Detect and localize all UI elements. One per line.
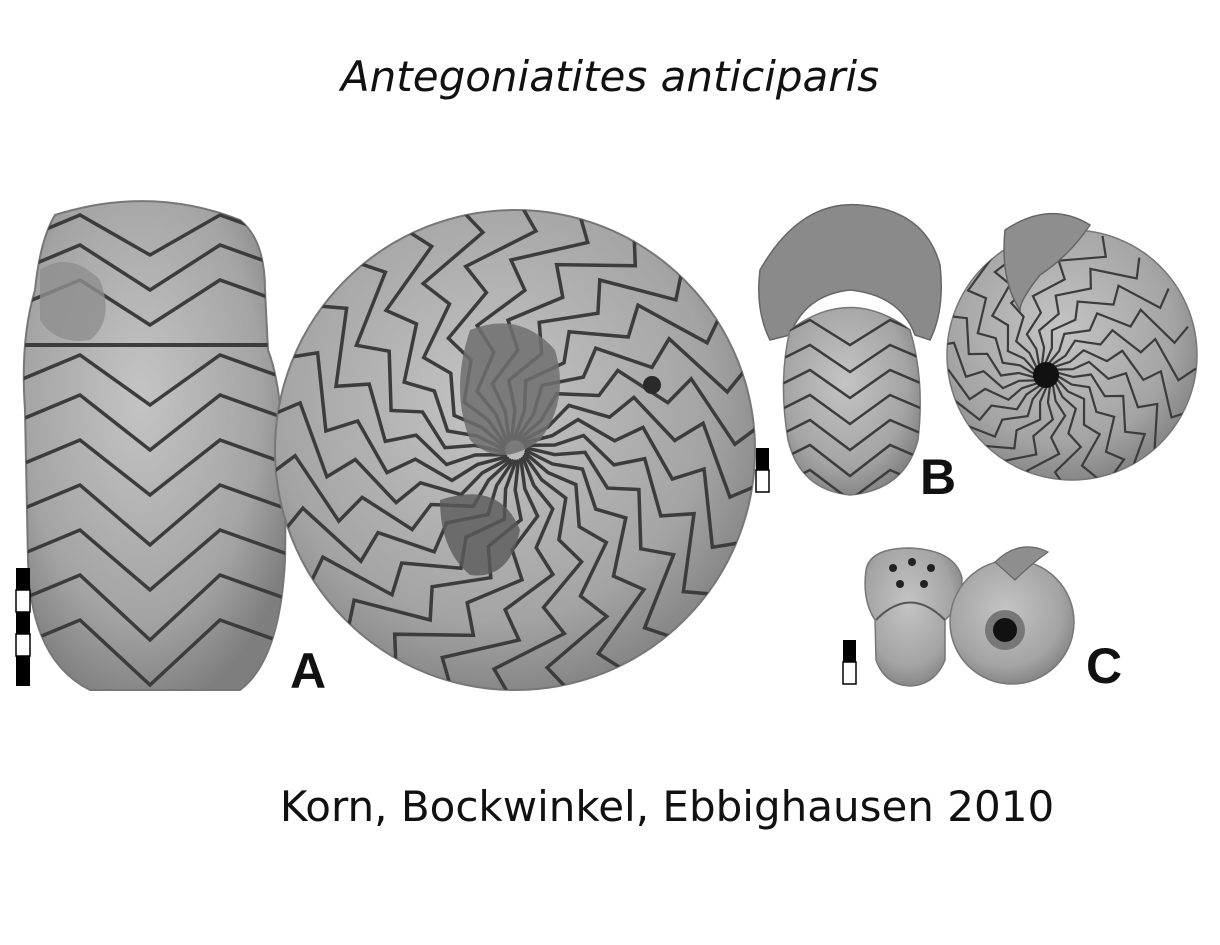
- suture-line: [1054, 360, 1176, 453]
- figure-credit: Korn, Bockwinkel, Ebbighausen 2010: [279, 782, 1055, 831]
- suture-line: [1025, 235, 1108, 368]
- suture-line: [282, 350, 508, 483]
- suture-line: [1049, 328, 1197, 382]
- scale-bar-c: [842, 640, 857, 685]
- suture-line: [278, 458, 516, 564]
- panel-label-b: B: [920, 449, 956, 505]
- suture-line: [440, 455, 556, 690]
- suture-line: [524, 445, 679, 641]
- scale-bar-a: [15, 568, 31, 686]
- suture-line: [524, 448, 647, 675]
- suture-line: [947, 331, 1040, 401]
- specimen-c-ventral-view: [864, 547, 963, 687]
- suture-line: [491, 453, 584, 690]
- specimen-b-lateral-view: [946, 213, 1198, 481]
- suture-line: [345, 459, 524, 636]
- suture-line: [392, 457, 540, 670]
- suture-line: [383, 225, 506, 452]
- suture-line: [947, 297, 1038, 390]
- specimen-b-ventral-view: [758, 203, 942, 496]
- suture-line: [1020, 379, 1083, 480]
- suture-line: [1043, 284, 1170, 366]
- suture-line: [522, 417, 748, 550]
- suture-line: [523, 433, 720, 597]
- suture-line: [1054, 377, 1102, 480]
- suture-line: [947, 384, 1046, 442]
- suture-line: [305, 459, 518, 598]
- figure-title: Antegoniatites anticiparis: [340, 52, 880, 101]
- suture-line: [1046, 308, 1189, 366]
- suture-line: [947, 368, 1043, 422]
- suture-line: [523, 451, 610, 690]
- suture-line: [275, 400, 511, 505]
- suture-line: [275, 453, 513, 532]
- specimen-c-lateral-view: [949, 546, 1075, 685]
- suture-line: [966, 240, 1037, 376]
- panel-label-c: C: [1086, 638, 1122, 694]
- specimen-a-lateral-view: [274, 209, 756, 691]
- suture-line: [1037, 257, 1141, 367]
- suture-line: [947, 384, 1049, 466]
- suture-line: [310, 303, 507, 467]
- suture-line: [351, 259, 506, 455]
- scale-bar-b: [755, 448, 770, 493]
- suture-line: [1052, 349, 1192, 419]
- suture-line: [519, 395, 755, 500]
- panel-label-a: A: [290, 643, 326, 699]
- specimen-a-ventral-view: [22, 200, 287, 691]
- suture-line: [1055, 374, 1126, 480]
- suture-line: [984, 382, 1067, 480]
